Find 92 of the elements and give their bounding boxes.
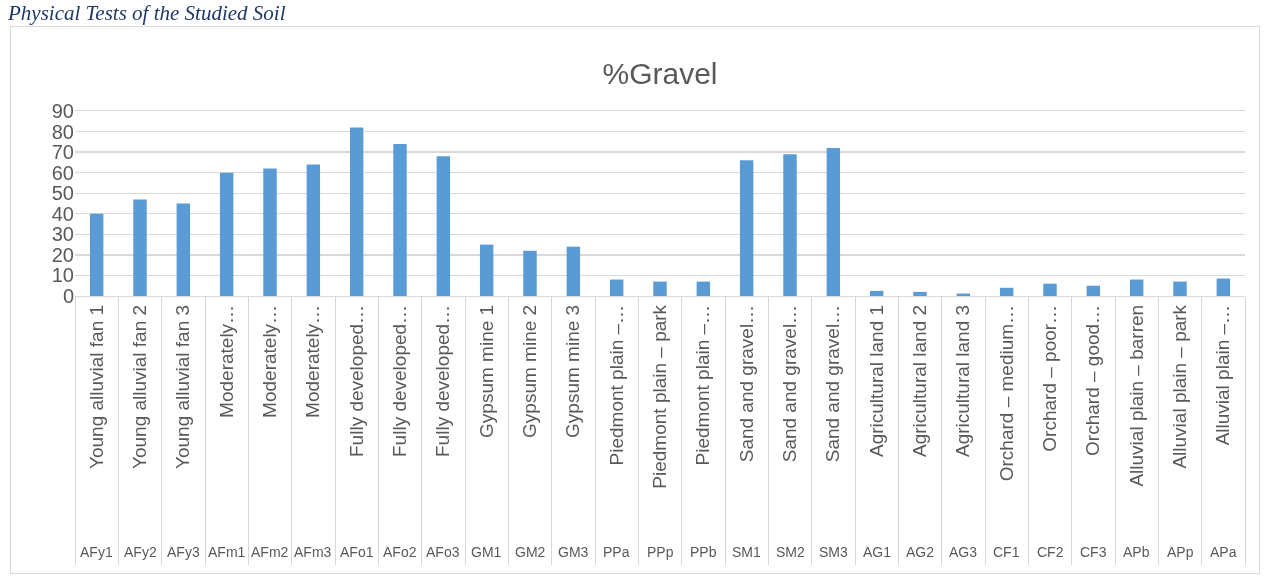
x-tick-label: Sand and gravel… [779,304,801,463]
bar [696,281,711,296]
x-tick-label: Moderately… [259,304,281,418]
text: SM1 [732,544,761,560]
x-tick-label: Piedmont plain –… [605,304,627,466]
text: AFm2 [251,544,289,560]
text: PPb [690,544,717,560]
bar [783,154,797,296]
bar [479,244,494,296]
text: CF1 [993,544,1020,560]
bar [609,279,624,296]
text: APp [1167,544,1194,560]
y-tick-label: 60 [51,161,74,184]
text: AFm1 [208,544,246,560]
x-tick-label: Piedmont plain – park [649,304,671,489]
bar [306,164,321,296]
text: AFy2 [124,544,157,560]
x-tick-label: Sand and gravel… [735,304,757,463]
x-tick-label: Sand and gravel… [822,304,844,463]
text: AG1 [863,544,892,560]
x-tick-label: Agricultural land 1 [865,304,887,457]
text: APb [1123,544,1150,560]
bar [653,281,667,296]
text: AG2 [906,544,935,560]
bar [1086,285,1101,296]
y-tick-label: 70 [51,141,74,164]
bar [89,213,104,296]
x-tick-label: Moderately… [302,304,324,418]
x-tick-label: Alluvial plain – barren [1125,304,1147,487]
bar [913,291,927,296]
bar [826,148,841,296]
bar [566,246,581,296]
text: SM2 [776,544,805,560]
x-tick-label: Young alluvial fan 2 [129,304,151,470]
text: CF3 [1080,544,1107,560]
bar [263,168,277,296]
x-tick-label: Fully developed… [432,304,454,457]
x-tick-label: Piedmont plain –… [692,304,714,466]
x-tick-label: Orchard – poor… [1039,304,1061,452]
text: AFo1 [340,544,374,560]
x-tick-label: Young alluvial fan 3 [172,304,194,470]
text: AFo2 [383,544,417,560]
text: AFy3 [167,544,200,560]
x-tick-label: Alluvial plain –… [1212,304,1234,446]
x-tick-label: Fully developed… [345,304,367,457]
y-tick-label: 40 [51,202,74,225]
text: SM3 [819,544,848,560]
bar [393,143,407,296]
text: Physical Tests of the Studied Soil [8,1,286,25]
y-tick-label: 10 [51,264,74,287]
x-tick-label: Gypsum mine 2 [519,304,541,438]
bar [1043,283,1057,296]
text: CF2 [1037,544,1064,560]
x-tick-label: Orchard – good… [1082,304,1104,456]
chart-title: %Gravel [602,56,718,90]
y-tick-label: 20 [51,243,74,266]
bar [1173,281,1187,296]
text: AFo3 [426,544,460,560]
bar [436,156,451,296]
text: AG3 [949,544,978,560]
bar [869,290,884,296]
x-tick-label: Moderately… [215,304,237,418]
text: AFy1 [80,544,113,560]
bar [1129,279,1144,296]
x-tick-label: Orchard – medium… [995,304,1017,482]
x-tick-label: Fully developed… [389,304,411,457]
bar [349,127,364,296]
x-tick-label: Gypsum mine 1 [475,304,497,438]
text: AFm3 [294,544,332,560]
text: PPp [647,544,674,560]
bar [219,172,234,296]
x-tick-label: Agricultural land 3 [952,304,974,457]
text: GM1 [471,544,502,560]
text: GM2 [515,544,546,560]
text: GM3 [558,544,589,560]
bar [999,287,1014,296]
bar [739,160,754,296]
x-tick-label: Young alluvial fan 1 [85,304,107,470]
y-tick-label: 90 [51,100,74,122]
x-tick-label: Agricultural land 2 [909,304,931,457]
text: PPa [603,544,630,560]
y-tick-label: 50 [51,182,74,205]
y-tick-label: 30 [51,223,74,246]
bar [133,199,147,296]
x-tick-label: Alluvial plain – park [1169,304,1191,469]
bar [523,250,537,296]
text: APa [1210,544,1237,560]
y-tick-label: 80 [51,120,74,143]
bar [1216,278,1231,296]
y-tick-label: 0 [62,285,74,307]
bar [176,203,191,296]
x-tick-label: Gypsum mine 3 [562,304,584,438]
